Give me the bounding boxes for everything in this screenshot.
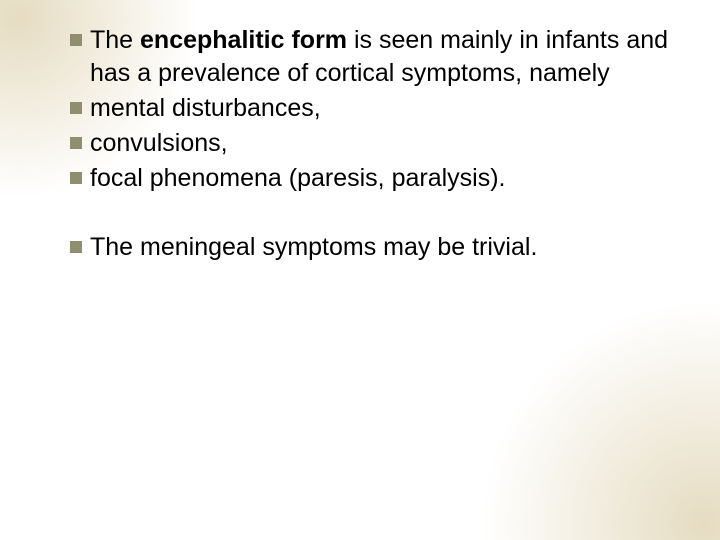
- corner-glow-bottom-right: [480, 300, 720, 540]
- bullet-text: focal phenomena (paresis, paralysis).: [90, 162, 670, 195]
- bullet-item: convulsions,: [70, 127, 670, 160]
- bullet-text: The meningeal symptoms may be trivial.: [90, 231, 670, 264]
- bullet-text: convulsions,: [90, 127, 670, 160]
- paragraph-gap: [70, 197, 670, 231]
- slide: The encephalitic form is seen mainly in …: [0, 0, 720, 540]
- bullet-item: mental disturbances,: [70, 92, 670, 125]
- bullet-item: focal phenomena (paresis, paralysis).: [70, 162, 670, 195]
- bullet-item: The meningeal symptoms may be trivial.: [70, 231, 670, 264]
- bullet-item: The encephalitic form is seen mainly in …: [70, 24, 670, 90]
- square-bullet-icon: [70, 137, 82, 149]
- bullet-text: mental disturbances,: [90, 92, 670, 125]
- square-bullet-icon: [70, 241, 82, 253]
- square-bullet-icon: [70, 172, 82, 184]
- bullet-text: The encephalitic form is seen mainly in …: [90, 24, 670, 90]
- slide-content: The encephalitic form is seen mainly in …: [70, 24, 670, 264]
- square-bullet-icon: [70, 34, 82, 46]
- square-bullet-icon: [70, 102, 82, 114]
